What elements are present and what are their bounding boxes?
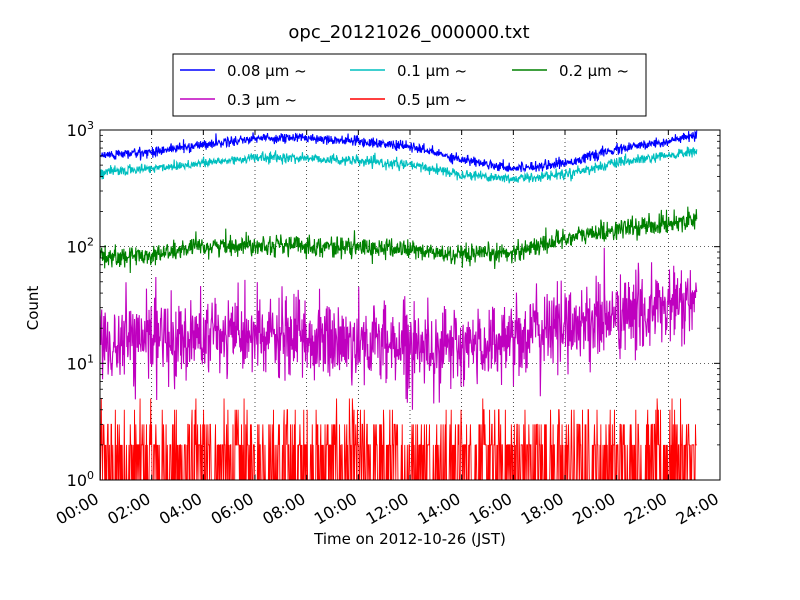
series-line-1 <box>99 146 698 184</box>
legend-label: 0.5 μm ~ <box>397 91 467 109</box>
series-line-0 <box>99 130 698 173</box>
legend: 0.08 μm ~ 0.1 μm ~ 0.2 μm ~ 0.3 μm ~ 0.5 μm … <box>172 53 647 117</box>
legend-label: 0.2 μm ~ <box>559 62 629 80</box>
y-tick-label: 100 <box>67 469 94 490</box>
legend-box <box>172 53 647 117</box>
x-axis-label: Time on 2012-10-26 (JST) <box>313 530 506 548</box>
y-tick-label: 101 <box>67 352 94 373</box>
y-tick-label: 102 <box>67 236 94 257</box>
legend-label: 0.08 μm ~ <box>227 62 307 80</box>
y-axis-label: Count <box>24 286 42 331</box>
series-line-3 <box>99 247 698 410</box>
legend-label: 0.1 μm ~ <box>397 62 467 80</box>
y-tick-label: 103 <box>67 119 94 140</box>
chart-title: opc_20121026_000000.txt <box>288 22 529 43</box>
legend-label: 0.3 μm ~ <box>227 91 297 109</box>
series-line-2 <box>99 206 698 274</box>
